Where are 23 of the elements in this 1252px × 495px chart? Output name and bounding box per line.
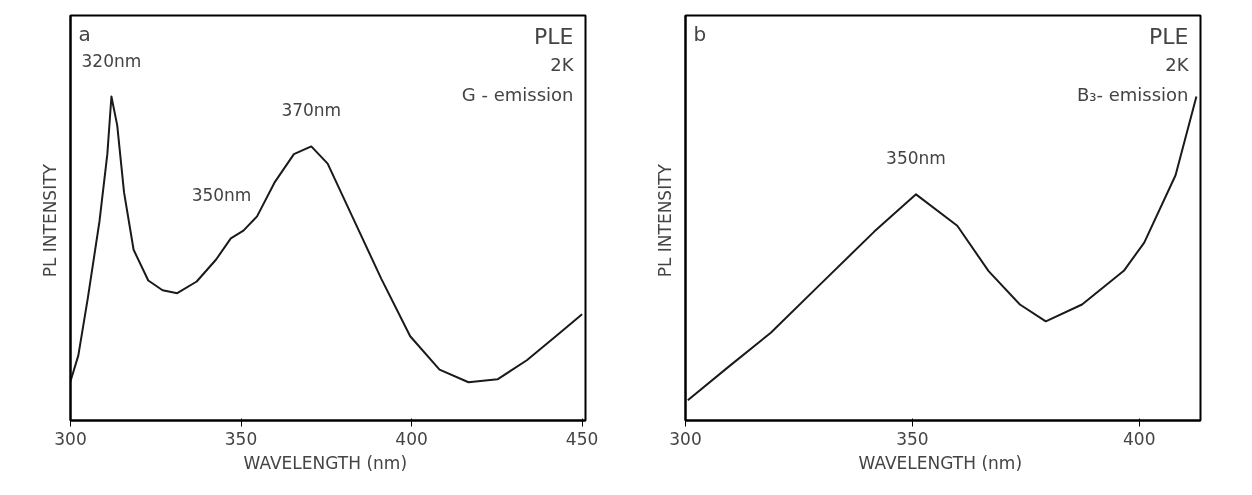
annotation: B₃- emission <box>1076 83 1189 105</box>
text: b <box>693 21 707 46</box>
text: 2K <box>1165 53 1190 75</box>
text: a <box>78 21 91 46</box>
x-tick-label: 300 <box>669 428 702 449</box>
x-tick-label: 400 <box>1123 428 1156 449</box>
annotation: 370nm <box>281 100 342 121</box>
annotation: 350nm <box>191 184 252 205</box>
y-axis-title: PL INTENSITY <box>39 163 60 278</box>
annotation: 320nm <box>81 50 142 71</box>
x-axis-title: WAVELENGTH (nm) <box>858 452 1023 473</box>
x-tick-label: 400 <box>395 428 428 449</box>
text: PLE <box>534 23 574 49</box>
y-axis-title: PL INTENSITY <box>654 163 675 278</box>
x-tick-label: 300 <box>54 428 87 449</box>
x-axis-title: WAVELENGTH (nm) <box>243 452 408 473</box>
text: 2K <box>550 53 575 75</box>
annotation: G - emission <box>461 83 574 105</box>
x-tick-label: 350 <box>224 428 258 449</box>
text: PLE <box>1149 23 1189 49</box>
x-tick-label: 450 <box>565 428 599 449</box>
annotation: 350nm <box>886 148 946 169</box>
x-tick-label: 350 <box>896 428 929 449</box>
